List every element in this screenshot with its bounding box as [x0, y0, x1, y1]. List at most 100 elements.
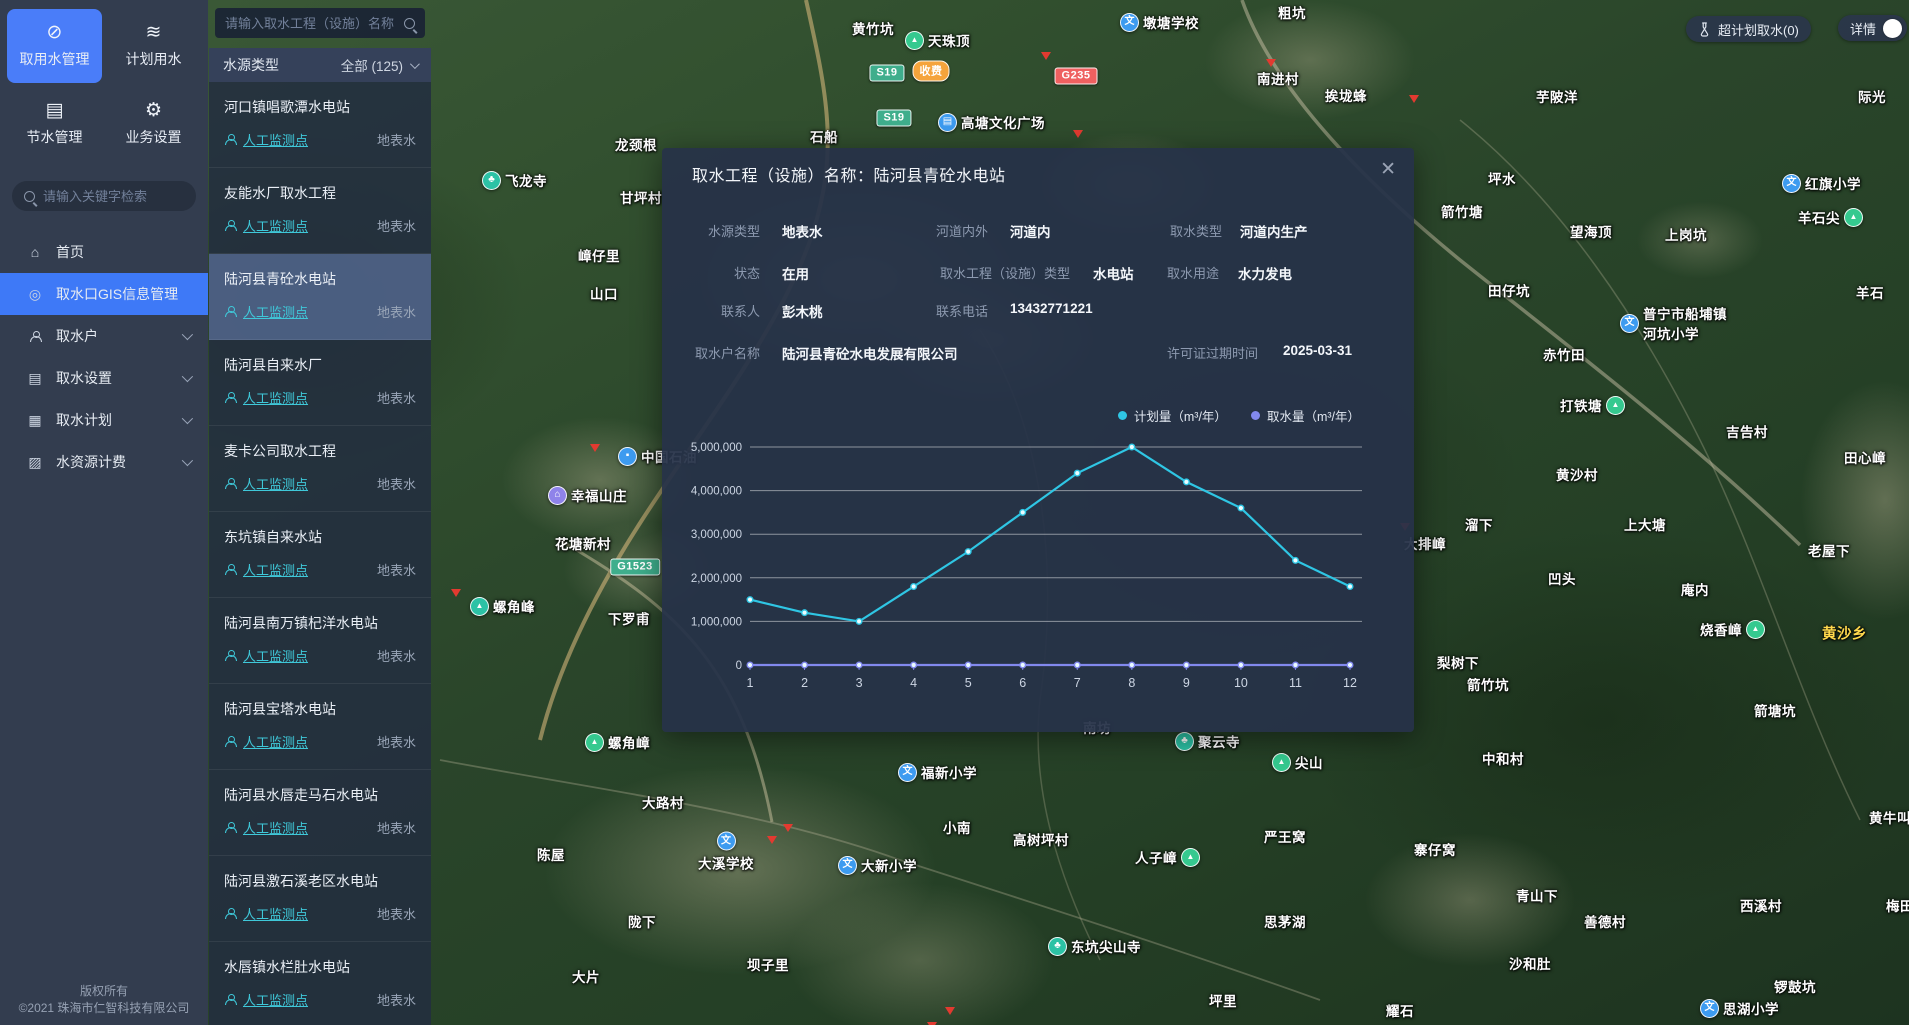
sidebar-item-5[interactable]: ▨ 水资源计费	[0, 441, 208, 483]
map-label-text: 箭竹塘	[1441, 205, 1483, 220]
map-label: 耀石	[1386, 1000, 1414, 1020]
station-list-item[interactable]: 陆河县青砼水电站 人工监测点 地表水	[209, 254, 431, 340]
field-value: 彭木桃	[782, 305, 823, 320]
sidebar-item-0[interactable]: ⌂ 首页	[0, 231, 208, 273]
map-label-text: 箭塘坑	[1754, 704, 1796, 719]
monitor-type-link[interactable]: 人工监测点	[243, 821, 309, 836]
legend-item-1[interactable]: 取水量（m³/年）	[1250, 406, 1360, 425]
station-name: 麦卡公司取水工程	[224, 443, 336, 459]
monitor-type-link[interactable]: 人工监测点	[243, 391, 309, 406]
sidebar-search-input[interactable]	[43, 188, 184, 204]
station-list-item[interactable]: 麦卡公司取水工程人工监测点 地表水	[209, 426, 431, 512]
station-search[interactable]	[215, 8, 425, 38]
map-label-text: 大新小学	[861, 859, 917, 874]
map-label: 望海顶	[1570, 221, 1612, 241]
map-label: 大路村	[642, 792, 684, 812]
map-label: ▲ 螺角嶂	[585, 732, 650, 752]
svg-text:1,000,000: 1,000,000	[691, 616, 742, 628]
mountain-pin-icon: ▲	[1746, 619, 1765, 639]
fuel-pin-icon: ▪	[618, 446, 637, 466]
sidebar-item-label: 水资源计费	[56, 454, 126, 470]
map-label: 梅田村	[1886, 895, 1909, 915]
sidebar-item-3[interactable]: ▤ 取水设置	[0, 357, 208, 399]
station-list-item[interactable]: 陆河县南万镇杞洋水电站 人工监测点 地表水	[209, 598, 431, 684]
module-tile-0[interactable]: ⊘ 取用水管理	[7, 9, 102, 83]
map-label-text: 沙和肚	[1509, 957, 1551, 972]
person-icon	[224, 736, 237, 747]
map-label-text: 高塘文化广场	[961, 116, 1045, 131]
field-label: 河道内外	[935, 224, 988, 239]
sidebar-item-label: 取水户	[56, 328, 98, 344]
module-tile-2[interactable]: ▤ 节水管理	[7, 87, 102, 161]
chevron-down-icon	[181, 412, 194, 425]
map-label-text: 烧香嶂	[1700, 623, 1742, 638]
water-source-type: 地表水	[376, 477, 416, 492]
person-icon	[224, 306, 237, 317]
station-name: 陆河县青砼水电站	[224, 271, 336, 287]
map-label-text: 陈屋	[537, 848, 565, 863]
person-icon	[224, 564, 237, 575]
map-label: 文大溪学校	[698, 831, 754, 873]
sidebar-item-4[interactable]: ▦ 取水计划	[0, 399, 208, 441]
monitor-type-link[interactable]: 人工监测点	[243, 735, 309, 750]
monitor-type-link[interactable]: 人工监测点	[243, 563, 309, 578]
monitor-type-link[interactable]: 人工监测点	[243, 649, 309, 664]
module-tile-1[interactable]: ≋ 计划用水	[106, 9, 201, 83]
map-label-text: 吉告村	[1726, 425, 1768, 440]
svg-text:2,000,000: 2,000,000	[691, 573, 742, 585]
station-list-item[interactable]: 陆河县宝塔水电站 人工监测点 地表水	[209, 684, 431, 770]
station-list-item[interactable]: 陆河县自来水厂 人工监测点 地表水	[209, 340, 431, 426]
station-name: 陆河县南万镇杞洋水电站	[224, 615, 378, 631]
monitor-type-link[interactable]: 人工监测点	[243, 907, 309, 922]
person-icon	[224, 220, 237, 231]
legend-item-0[interactable]: 计划量（m³/年）	[1117, 406, 1227, 425]
monitor-type-link[interactable]: 人工监测点	[243, 993, 309, 1008]
map-label: 中和村	[1482, 748, 1524, 768]
svg-text:6: 6	[1019, 676, 1026, 690]
map-label: ⌂ 幸福山庄	[548, 485, 627, 505]
svg-text:1: 1	[747, 676, 754, 690]
map-label-text: 东坑尖山寺	[1071, 940, 1141, 955]
map-label-text: 大溪学校	[698, 856, 754, 872]
sidebar-item-2[interactable]: 取水户	[0, 315, 208, 357]
water-source-type: 地表水	[376, 563, 416, 578]
filter-value-dropdown[interactable]: 全部 (125)	[340, 55, 420, 75]
monitor-type-link[interactable]: 人工监测点	[243, 219, 309, 234]
field-value: 河道内	[1010, 225, 1051, 240]
map-label: 梨树下	[1437, 652, 1479, 672]
map-label-text: 坝子里	[747, 958, 789, 973]
sidebar-item-1[interactable]: ◎ 取水口GIS信息管理	[0, 273, 208, 315]
station-list-item[interactable]: 陆河县激石溪老区水电站 人工监测点 地表水	[209, 856, 431, 942]
database-icon: ▤	[28, 369, 42, 386]
toggle-knob-icon[interactable]	[1883, 18, 1903, 38]
filter-value: 全部 (125)	[340, 59, 403, 74]
station-list-item[interactable]: 水唇镇水栏肚水电站 人工监测点 地表水	[209, 942, 431, 1025]
map-label: ▲ 尖山	[1272, 752, 1323, 772]
module-tile-3[interactable]: ⚙ 业务设置	[106, 87, 201, 161]
mountain-pin-icon: ▲	[1606, 395, 1625, 415]
map-label-text: 龙颈根	[615, 138, 657, 153]
sidebar-search[interactable]	[12, 181, 196, 211]
station-list-item[interactable]: 友能水厂取水工程 人工监测点 地表水	[209, 168, 431, 254]
monitor-type-link[interactable]: 人工监测点	[243, 305, 309, 320]
station-list-item[interactable]: 东坑镇自来水站 人工监测点 地表水	[209, 512, 431, 598]
source-type-filter[interactable]: 水源类型 全部 (125)	[209, 48, 431, 82]
station-list-item[interactable]: 河口镇唱歌潭水电站 人工监测点 地表水	[209, 82, 431, 168]
station-list-body: 水源类型 全部 (125) 河口镇唱歌潭水电站 人工监测点 地表水 友能水厂取水工程人…	[209, 48, 431, 1025]
station-list-item[interactable]: 陆河县水唇走马石水电站 人工监测点 地表水	[209, 770, 431, 856]
map-label: 老屋下	[1808, 540, 1850, 560]
water-source-type: 地表水	[376, 993, 416, 1008]
over-plan-intake-button[interactable]: 超计划取水(0)	[1686, 16, 1811, 42]
map-label-text: 中和村	[1482, 752, 1524, 767]
monitor-type-link[interactable]: 人工监测点	[243, 477, 309, 492]
station-search-input[interactable]	[225, 15, 396, 31]
close-icon[interactable]: ✕	[1380, 159, 1396, 180]
map-label-text: 老屋下	[1808, 544, 1850, 559]
map-label-text: 大路村	[642, 796, 684, 811]
monitor-type-link[interactable]: 人工监测点	[243, 133, 309, 148]
map-label-text: 望海顶	[1570, 225, 1612, 240]
field-label: 许可证过期时间	[1166, 346, 1258, 361]
sidebar-item-label: 取水计划	[56, 412, 112, 428]
detail-toggle[interactable]: 详情	[1838, 15, 1908, 41]
field-label: 取水用途	[1166, 266, 1219, 281]
